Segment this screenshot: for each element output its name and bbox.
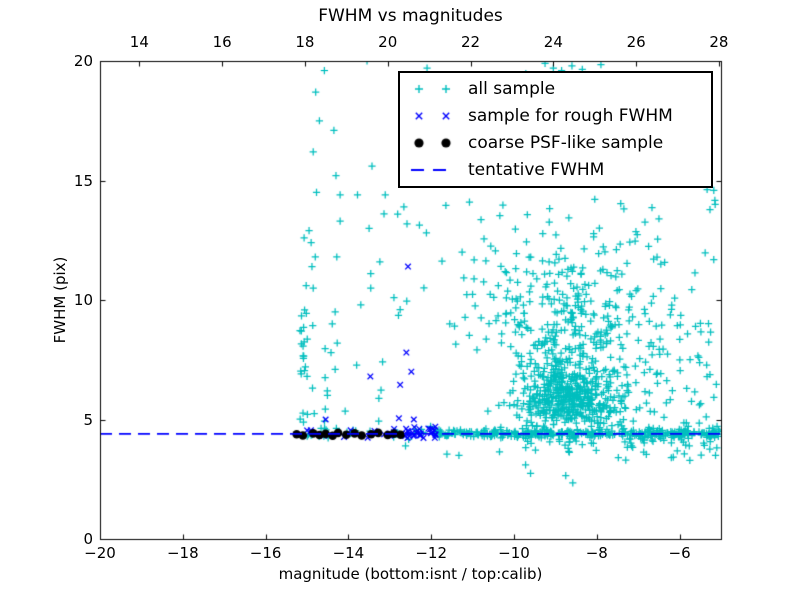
x-bottom-tick-label: −20 xyxy=(84,544,116,562)
x-top-tick-label: 16 xyxy=(212,33,232,51)
y-tick-label: 15 xyxy=(73,171,93,190)
legend-item-all-sample: all sample xyxy=(400,76,711,102)
y-tick-label: 0 xyxy=(83,530,93,548)
legend: all sample sample for rough FWHM coarse PS… xyxy=(398,71,713,188)
y-tick-label: 20 xyxy=(73,52,93,70)
x-top-tick-label: 20 xyxy=(378,33,398,51)
circle-marker-icon xyxy=(406,132,458,153)
plus-marker-icon xyxy=(406,79,458,100)
x-top-tick-label: 22 xyxy=(460,33,481,51)
legend-item-sample-for-rough-fwhm: sample for rough FWHM xyxy=(400,103,711,129)
dash-marker-icon xyxy=(406,159,458,180)
legend-item-tentative-fwhm: tentative FWHM xyxy=(400,157,711,183)
x-bottom-tick-label: −18 xyxy=(166,544,199,562)
x-top-tick-label: 18 xyxy=(295,33,315,51)
x-bottom-tick-label: −14 xyxy=(332,544,365,562)
x-top-tick-label: 26 xyxy=(626,33,646,51)
y-tick-label: 5 xyxy=(83,410,93,429)
x-top-tick-label: 28 xyxy=(709,33,729,51)
x-axis-label: magnitude (bottom:isnt / top:calib) xyxy=(278,565,543,583)
legend-label: sample for rough FWHM xyxy=(468,106,673,127)
legend-label: all sample xyxy=(468,79,556,100)
x-bottom-tick-label: −12 xyxy=(415,544,448,562)
x-top-tick-label: 24 xyxy=(543,33,563,51)
x-bottom-tick-label: −16 xyxy=(249,544,282,562)
y-tick-label: 10 xyxy=(73,291,93,309)
x-bottom-tick-label: −8 xyxy=(585,544,608,562)
x-top-tick-label: 14 xyxy=(129,33,149,51)
chart-title: FWHM vs magnitudes xyxy=(318,6,503,26)
legend-label: tentative FWHM xyxy=(468,159,605,180)
legend-label: coarse PSF-like sample xyxy=(468,132,664,153)
x-bottom-tick-label: −10 xyxy=(498,544,530,562)
legend-item-coarse-psf-like-sample: coarse PSF-like sample xyxy=(400,130,711,156)
x-bottom-tick-label: −6 xyxy=(668,544,691,562)
x-marker-icon xyxy=(406,106,458,127)
